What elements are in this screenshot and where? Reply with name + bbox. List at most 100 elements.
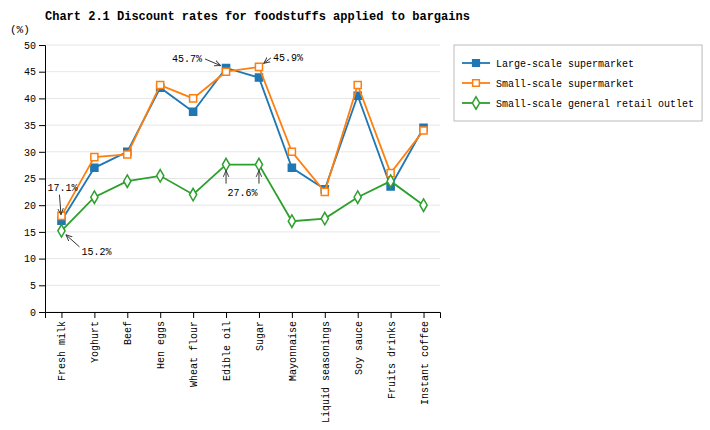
- legend: Large-scale supermarket Small-scale super…: [454, 45, 702, 121]
- legend-swatch-marker: [473, 60, 480, 67]
- x-tick: Mayonnaise: [288, 312, 299, 381]
- x-tick-label: Beef: [123, 321, 134, 345]
- x-tick-mark: [391, 312, 392, 318]
- y-tick: 5: [30, 281, 45, 292]
- point: [321, 212, 328, 224]
- x-tick: Fruits drinks: [387, 312, 398, 399]
- y-tick-label: 35: [24, 121, 36, 132]
- y-tick-mark: [39, 98, 45, 99]
- point: [420, 199, 427, 211]
- x-tick-mark: [226, 312, 227, 318]
- x-tick: Beef: [123, 312, 134, 345]
- legend-item: Small-scale supermarket: [462, 79, 634, 90]
- x-tick-label: Hen eggs: [156, 321, 167, 369]
- point: [124, 175, 131, 187]
- x-tick-label: Wheat flour: [189, 321, 200, 387]
- x-tick-label: Soy sauce: [354, 321, 365, 375]
- annotation-arrow: [264, 58, 271, 63]
- y-tick-mark: [39, 312, 45, 313]
- series-line: [61, 68, 423, 221]
- marks: [58, 63, 427, 237]
- point: [58, 212, 65, 219]
- grid-line: [45, 178, 440, 179]
- x-tick-label: Edible oil: [222, 321, 233, 381]
- legend-label: Large-scale supermarket: [496, 59, 634, 70]
- annotation: 45.9%: [273, 53, 303, 64]
- legend-swatch-marker: [472, 97, 479, 109]
- y-tick-label: 45: [24, 67, 36, 78]
- grid-line: [45, 98, 440, 99]
- y-tick-label: 40: [24, 94, 36, 105]
- grid-line: [45, 285, 440, 286]
- annotation-arrow: [258, 171, 259, 184]
- x-tick-label: Liquid seasonings: [321, 321, 332, 423]
- y-tick: 15: [24, 228, 45, 239]
- grid-line: [45, 231, 440, 232]
- point: [91, 164, 98, 171]
- legend-label: Small-scale general retail outlet: [496, 99, 694, 110]
- x-tick-mark: [127, 312, 128, 318]
- x-axis-line: [46, 313, 441, 319]
- grid-line: [45, 45, 440, 46]
- grid-line: [45, 205, 440, 206]
- annotation: 15.2%: [81, 247, 111, 258]
- y-tick-label: 25: [24, 174, 36, 185]
- y-tick-mark: [39, 259, 45, 260]
- series-line: [61, 165, 423, 231]
- annotation-arrow: [66, 235, 80, 247]
- y-tick-label: 20: [24, 201, 36, 212]
- x-axis: Fresh milk Yoghurt Beef Hen eggs Wheat flour…: [46, 312, 441, 423]
- x-tick-mark: [259, 312, 260, 318]
- x-tick-mark: [94, 312, 95, 318]
- point: [255, 63, 262, 70]
- y-tick-label: 10: [24, 254, 36, 265]
- x-tick: Yoghurt: [90, 312, 101, 363]
- y-tick-mark: [39, 205, 45, 206]
- x-tick-mark: [325, 312, 326, 318]
- annotation-arrow: [59, 195, 61, 215]
- legend-swatch-marker: [473, 80, 480, 87]
- y-tick-label: 50: [24, 41, 36, 52]
- legend-item: Small-scale general retail outlet: [462, 97, 694, 110]
- x-tick-mark: [193, 312, 194, 318]
- x-tick: Sugar: [255, 312, 266, 351]
- point: [157, 170, 164, 182]
- grid: [45, 45, 440, 312]
- point: [255, 158, 262, 170]
- annotation-arrow: [226, 171, 227, 184]
- y-tick: 50: [24, 41, 45, 52]
- legend-item: Large-scale supermarket: [462, 59, 634, 70]
- x-tick-mark: [160, 312, 161, 318]
- x-tick: Instant coffee: [420, 312, 431, 405]
- y-tick: 45: [24, 67, 45, 78]
- y-axis-line: [39, 46, 46, 313]
- point: [58, 225, 65, 237]
- annotation: 45.7%: [172, 54, 202, 65]
- x-tick-label: Fresh milk: [57, 321, 68, 381]
- point: [288, 215, 295, 227]
- y-tick-label: 15: [24, 228, 36, 239]
- x-tick: Edible oil: [222, 312, 233, 381]
- point: [190, 188, 197, 200]
- x-tick: Hen eggs: [156, 312, 167, 369]
- legend-label: Small-scale supermarket: [496, 79, 634, 90]
- y-tick-mark: [39, 72, 45, 73]
- x-tick-mark: [61, 312, 62, 318]
- y-tick-mark: [39, 45, 45, 46]
- y-axis: 0 5 10 15 20 25 30 35 40 45 50: [24, 41, 46, 319]
- chart: Chart 2.1 Discount rates for foodstuffs …: [0, 0, 710, 430]
- point: [157, 82, 164, 89]
- y-tick-label: 30: [24, 148, 36, 159]
- grid-line: [45, 151, 440, 152]
- annotation: 17.1%: [47, 183, 77, 194]
- point: [190, 108, 197, 115]
- point: [91, 154, 98, 161]
- y-tick: 10: [24, 254, 45, 265]
- plot: (%)05101520253035404550Fresh milkYoghurt…: [10, 24, 441, 423]
- x-tick-label: Yoghurt: [90, 321, 101, 363]
- y-tick: 0: [30, 308, 45, 319]
- y-tick: 20: [24, 201, 45, 212]
- series-line: [61, 67, 423, 216]
- x-tick: Fresh milk: [57, 312, 68, 381]
- y-tick-mark: [39, 152, 45, 153]
